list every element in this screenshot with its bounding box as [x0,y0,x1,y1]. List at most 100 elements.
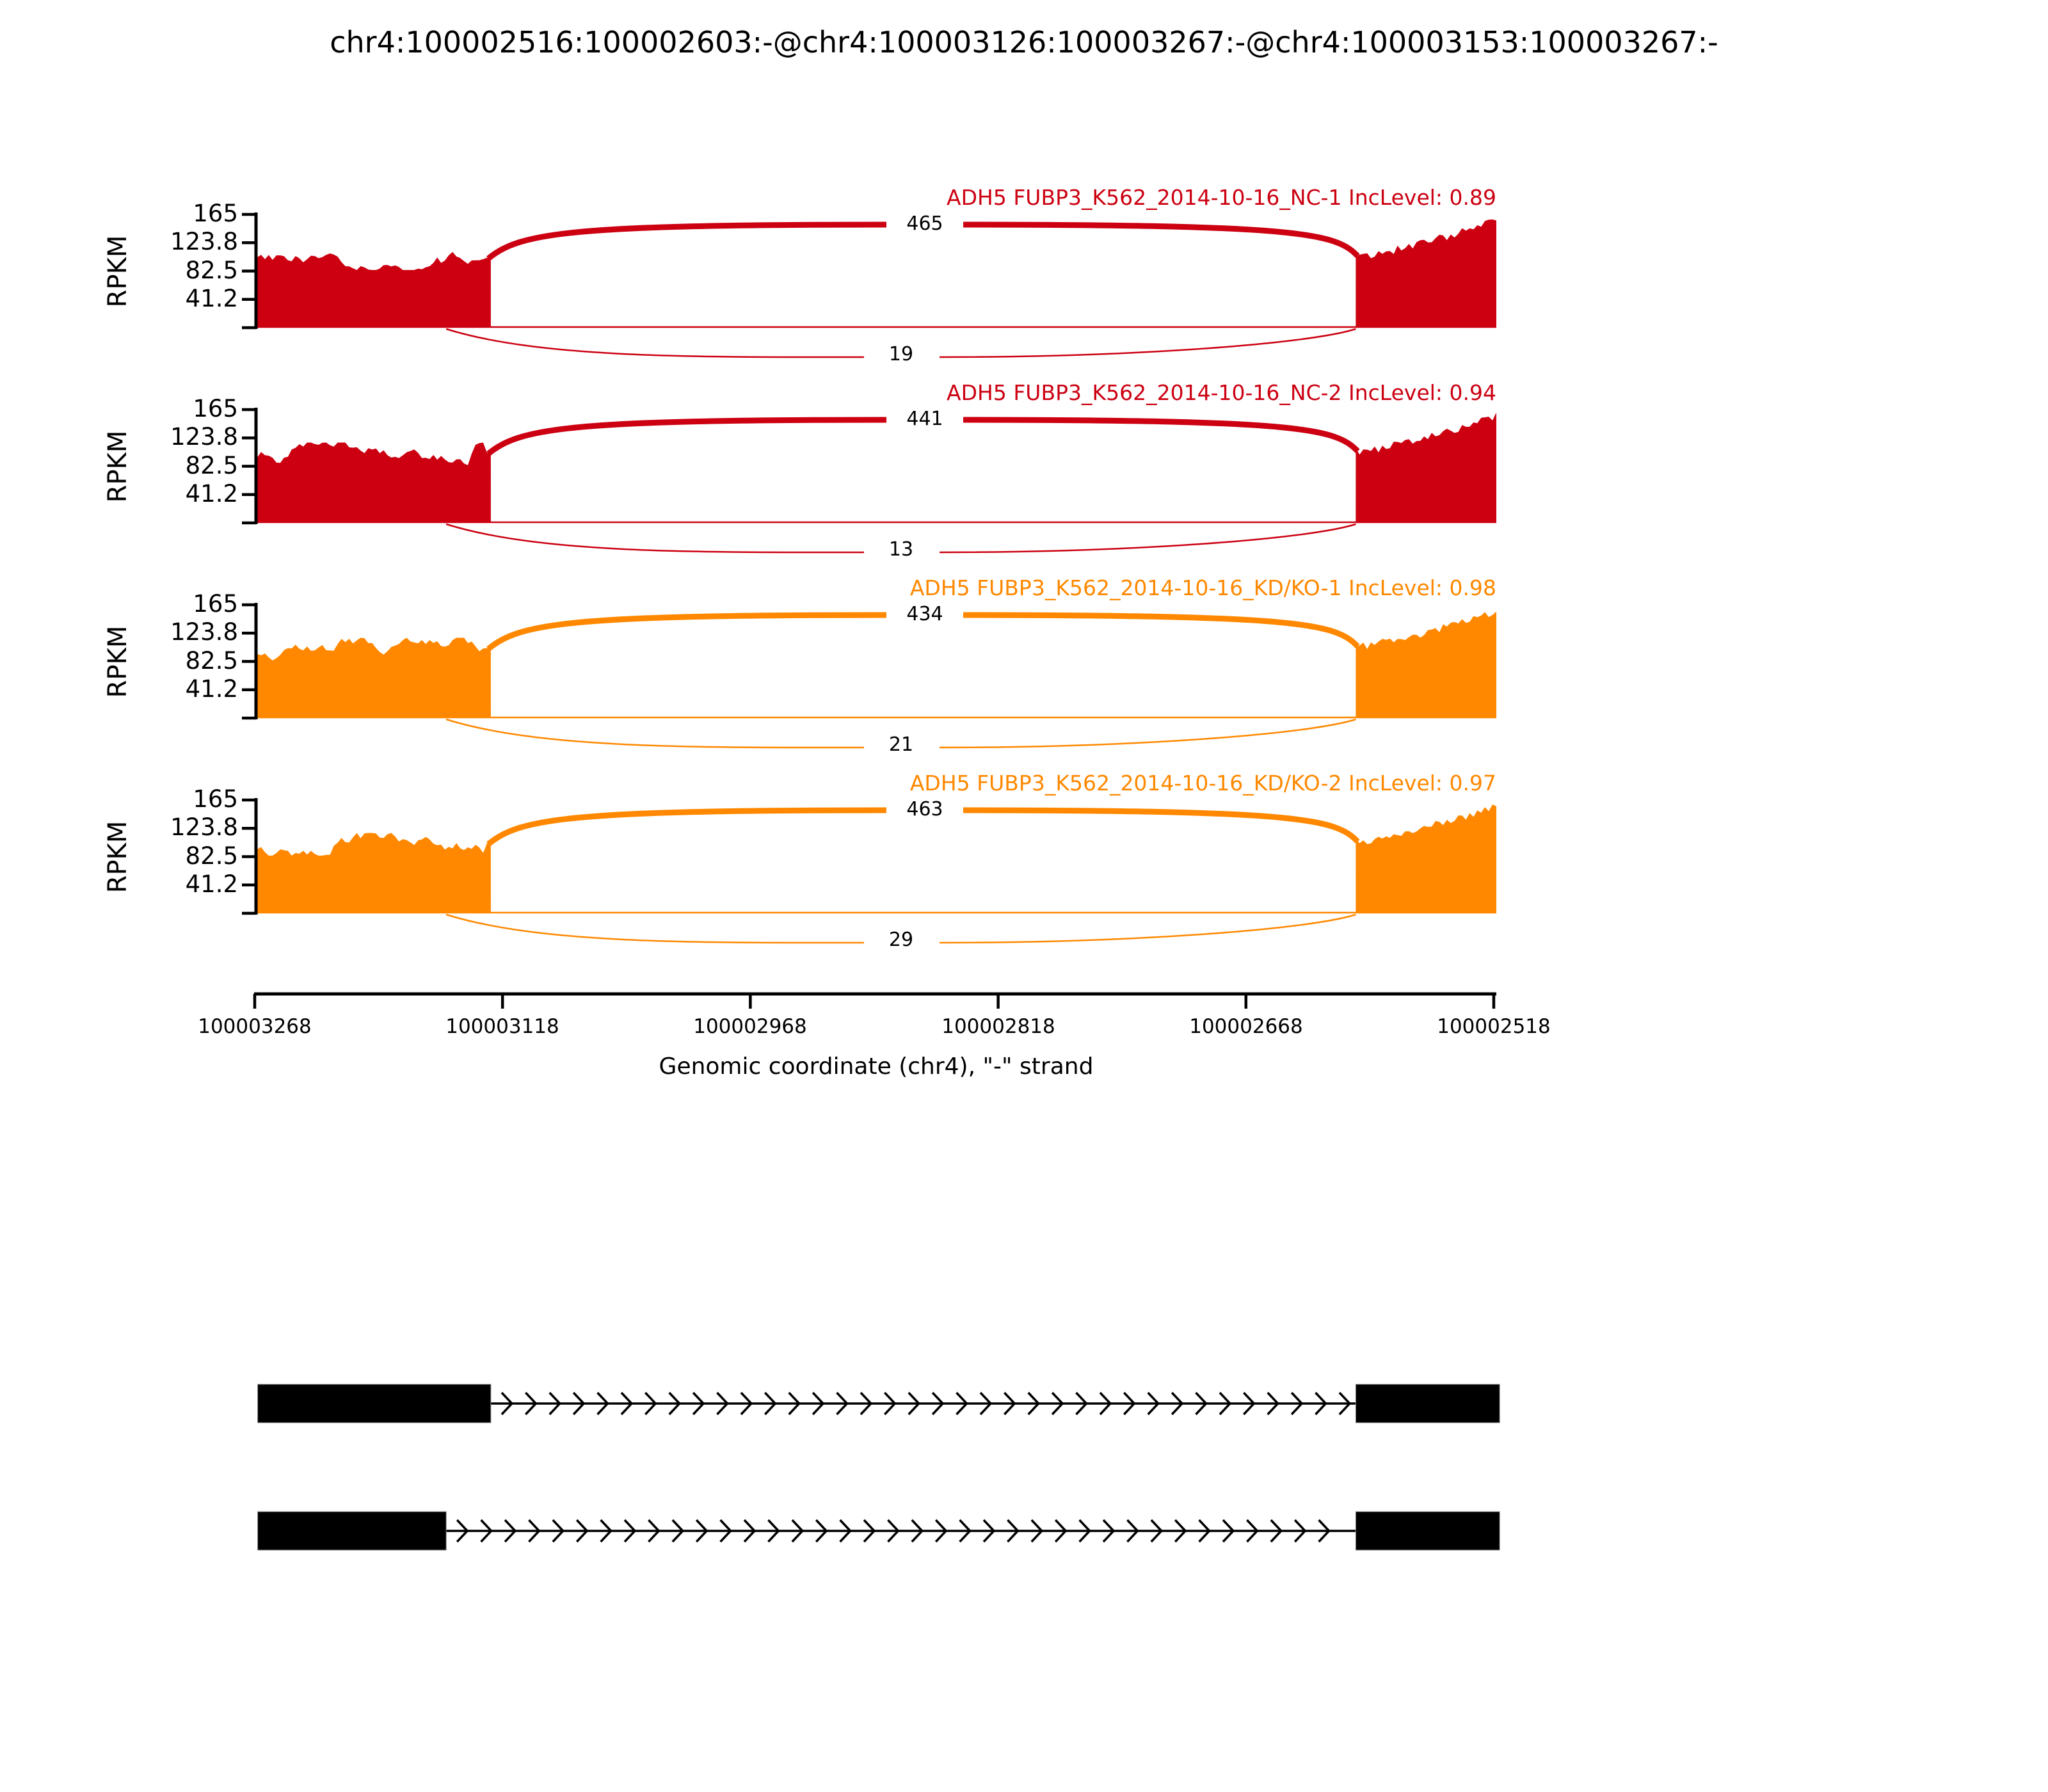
strand-direction-chevron-icon [528,1519,541,1543]
strand-direction-chevron-icon [1318,1519,1331,1543]
inclusion-junction-arc [486,417,887,456]
strand-direction-chevron-icon [1270,1519,1283,1543]
strand-direction-chevron-icon [1171,1391,1184,1416]
y-tick-label: 165 [193,785,238,813]
y-tick-label: 123.8 [170,813,238,841]
downstream-exon-coverage [1356,412,1496,523]
strand-direction-chevron-icon [1290,1391,1304,1416]
x-tick-label: 100002968 [693,1015,807,1038]
strand-direction-chevron-icon [1315,1391,1327,1416]
strand-direction-chevron-icon [791,1519,804,1543]
strand-direction-chevron-icon [548,1391,562,1416]
strand-direction-chevron-icon [668,1391,682,1416]
y-axis-label: RPKM [103,430,132,503]
strand-direction-chevron-icon [1147,1391,1160,1416]
strand-direction-chevron-icon [1054,1519,1068,1543]
upstream-exon-coverage [257,637,491,718]
exon-box [257,1511,447,1551]
y-axis-label: RPKM [103,820,132,893]
y-tick-label: 82.5 [185,452,238,479]
downstream-exon-coverage [1356,219,1496,328]
y-tick-label: 41.2 [185,675,238,703]
y-tick-label: 82.5 [185,647,238,675]
upstream-exon-coverage [257,833,491,913]
skipping-junction-arc [939,523,1356,554]
strand-direction-chevron-icon [480,1519,493,1543]
y-axis-label: RPKM [103,625,132,698]
y-tick-label: 165 [193,590,238,618]
strand-direction-chevron-icon [596,1391,609,1416]
strand-direction-chevron-icon [1030,1519,1044,1543]
strand-direction-chevron-icon [956,1391,968,1416]
strand-direction-chevron-icon [1099,1391,1112,1416]
strand-direction-chevron-icon [1150,1519,1164,1543]
strand-direction-chevron-icon [692,1391,705,1416]
strand-direction-chevron-icon [456,1519,469,1543]
sample-label: ADH5 FUBP3_K562_2014-10-16_KD/KO-2 IncLe… [909,771,1496,796]
strand-direction-chevron-icon [815,1519,828,1543]
strand-direction-chevron-icon [620,1391,634,1416]
strand-direction-chevron-icon [1222,1519,1235,1543]
strand-direction-chevron-icon [767,1519,780,1543]
plot-title: chr4:100002516:100002603:-@chr4:10000312… [330,25,1718,60]
inclusion-junction-arc [486,612,887,652]
strand-direction-chevron-icon [1051,1391,1064,1416]
strand-direction-chevron-icon [1293,1519,1307,1543]
inclusion-junction-count: 441 [906,408,943,430]
strand-direction-chevron-icon [623,1519,637,1543]
strand-direction-chevron-icon [719,1519,733,1543]
skipping-junction-count: 21 [888,733,914,756]
strand-direction-chevron-icon [644,1391,657,1416]
inclusion-junction-arc [963,221,1360,259]
strand-direction-chevron-icon [979,1391,993,1416]
y-tick-label: 165 [193,200,238,227]
upstream-exon-coverage [257,442,491,523]
strand-direction-chevron-icon [1007,1519,1020,1543]
strand-direction-chevron-icon [695,1519,708,1543]
strand-direction-chevron-icon [1123,1391,1136,1416]
isoform-2 [257,1511,1500,1551]
strand-direction-chevron-icon [671,1519,685,1543]
skipping-junction-arc [445,718,865,749]
upstream-exon-coverage [257,252,491,328]
sashimi-track-graphics-4 [242,798,1496,944]
strand-direction-chevron-icon [863,1519,876,1543]
x-axis-label: Genomic coordinate (chr4), "-" strand [659,1053,1094,1080]
skipping-junction-arc [445,328,865,358]
isoform-1 [257,1384,1500,1423]
skipping-junction-arc [939,718,1356,749]
strand-direction-chevron-icon [1004,1391,1016,1416]
x-tick-label: 100002818 [941,1015,1055,1038]
strand-direction-chevron-icon [860,1391,873,1416]
skipping-junction-count: 19 [888,343,914,365]
strand-direction-chevron-icon [504,1519,517,1543]
x-tick-label: 100003268 [198,1015,312,1038]
sashimi-track-graphics-3 [242,603,1496,749]
downstream-exon-coverage [1356,611,1496,718]
skipping-junction-count: 29 [888,929,914,951]
strand-direction-chevron-icon [1174,1519,1187,1543]
strand-direction-chevron-icon [1243,1391,1256,1416]
exon-box [257,1384,492,1423]
strand-direction-chevron-icon [740,1391,753,1416]
sample-label: ADH5 FUBP3_K562_2014-10-16_NC-2 IncLevel… [947,380,1496,405]
y-tick-label: 82.5 [185,842,238,870]
skipping-junction-arc [939,328,1356,358]
y-tick-label: 41.2 [185,480,238,508]
inclusion-junction-arc [486,807,887,847]
strand-direction-chevron-icon [836,1391,849,1416]
y-axis-label: RPKM [103,235,132,308]
strand-direction-chevron-icon [911,1519,924,1543]
sample-label: ADH5 FUBP3_K562_2014-10-16_NC-1 IncLevel… [947,185,1496,210]
y-tick-label: 82.5 [185,257,238,284]
exon-box [1355,1384,1500,1423]
strand-direction-chevron-icon [887,1519,900,1543]
strand-direction-chevron-icon [788,1391,801,1416]
skipping-junction-arc [939,913,1356,944]
sashimi-track-graphics-2 [242,408,1496,554]
strand-direction-chevron-icon [1246,1519,1259,1543]
strand-direction-chevron-icon [884,1391,897,1416]
strand-direction-chevron-icon [982,1519,996,1543]
skipping-junction-count: 13 [888,538,914,561]
